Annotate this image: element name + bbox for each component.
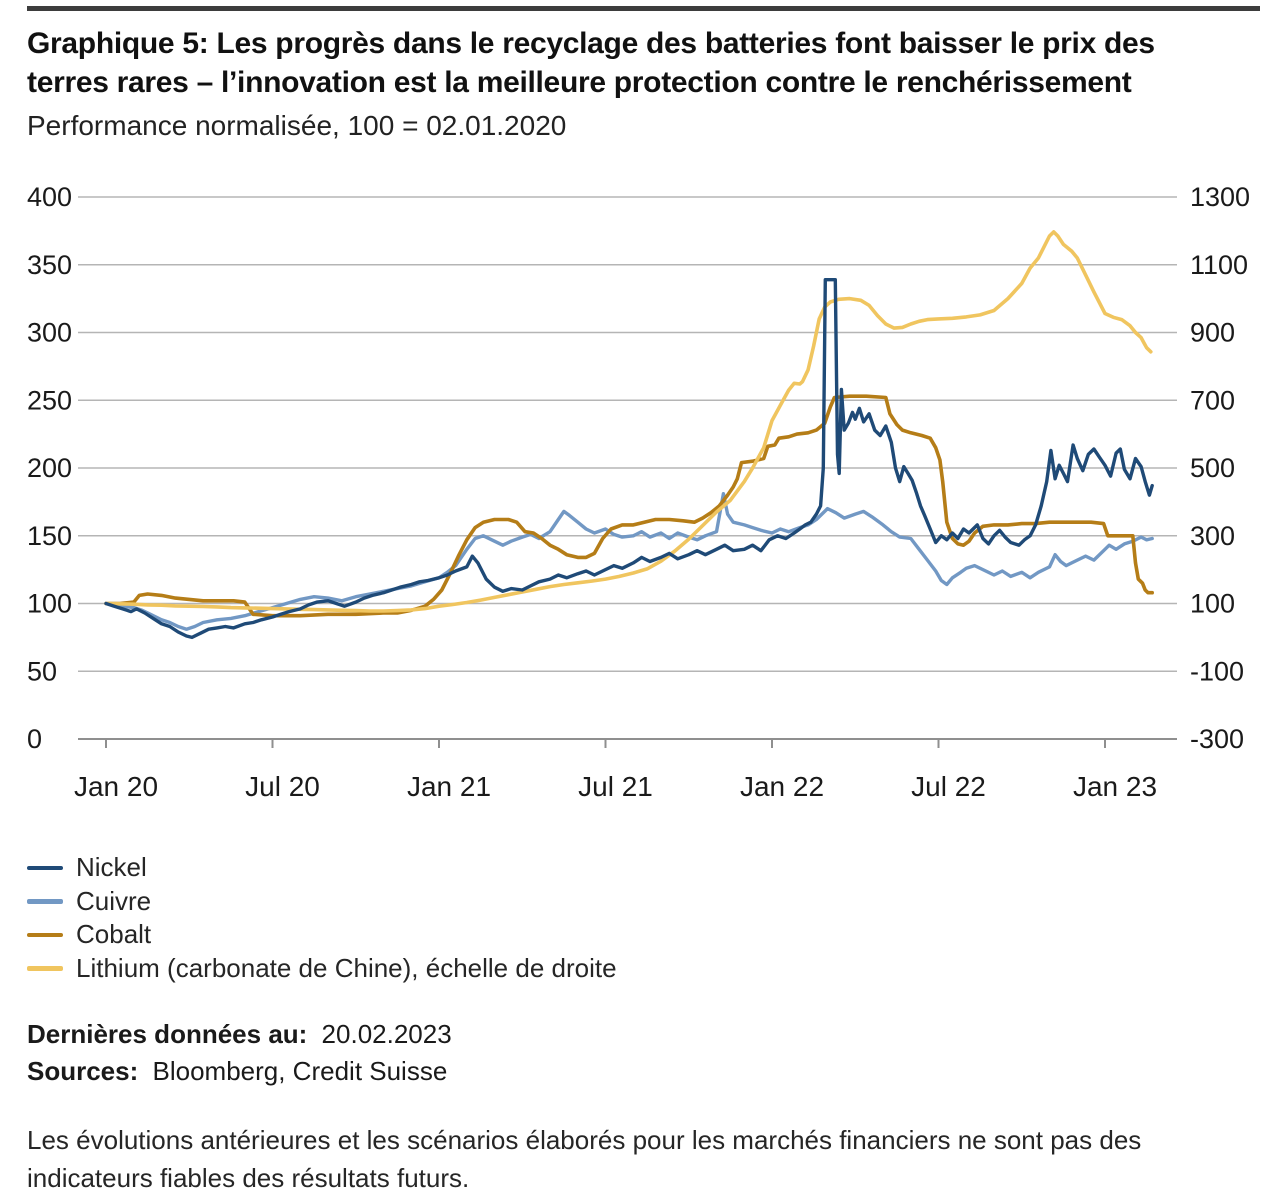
chart-subtitle: Performance normalisée, 100 = 02.01.2020 xyxy=(27,110,567,141)
right-axis-label: 300 xyxy=(1190,521,1235,551)
legend: Nickel Cuivre Cobalt Lithium (carbonate … xyxy=(27,851,617,985)
left-axis-label: 50 xyxy=(27,656,57,686)
right-axis-label: 500 xyxy=(1190,453,1235,483)
top-rule xyxy=(27,6,1260,11)
cobalt-line-swatch-icon xyxy=(27,932,63,937)
last-data-label: Dernières données au: xyxy=(27,1019,308,1049)
right-axis-label: 100 xyxy=(1190,589,1235,619)
x-axis-label: Jan 21 xyxy=(407,771,491,802)
lithium-line-swatch-icon xyxy=(27,966,63,971)
legend-item-cobalt: Cobalt xyxy=(27,918,617,952)
legend-label-cuivre: Cuivre xyxy=(76,885,152,916)
legend-item-lithium: Lithium (carbonate de Chine), échelle de… xyxy=(27,952,617,986)
last-data-value: 20.02.2023 xyxy=(321,1019,452,1049)
right-axis-label: 700 xyxy=(1190,385,1235,415)
left-axis-label: 200 xyxy=(27,453,72,483)
x-axis-label: Jul 21 xyxy=(578,771,653,802)
title-block: Graphique 5: Les progrès dans le recycla… xyxy=(27,24,1267,143)
sources-value: Bloomberg, Credit Suisse xyxy=(152,1056,448,1086)
notes-block: Dernières données au: 20.02.2023 Sources… xyxy=(27,1016,452,1090)
right-axis-label: -100 xyxy=(1190,656,1244,686)
x-axis-label: Jan 23 xyxy=(1073,771,1157,802)
legend-label-lithium: Lithium (carbonate de Chine), échelle de… xyxy=(76,952,617,983)
legend-label-cobalt: Cobalt xyxy=(76,919,152,950)
x-axis-label: Jan 22 xyxy=(740,771,824,802)
right-axis-label: 1100 xyxy=(1190,250,1248,280)
series-line-lithium xyxy=(104,230,1153,613)
chart-title-line-2: terres rares – l’innovation est la meill… xyxy=(27,66,1132,99)
left-axis-label: 0 xyxy=(27,724,42,754)
sources-row: Sources: Bloomberg, Credit Suisse xyxy=(27,1053,452,1090)
series-line-cuivre xyxy=(104,492,1154,631)
left-axis-label: 400 xyxy=(27,182,72,212)
chart-title-line-1: Graphique 5: Les progrès dans le recycla… xyxy=(27,27,1155,60)
series-line-nickel xyxy=(104,278,1154,640)
legend-label-nickel: Nickel xyxy=(76,852,147,883)
legend-item-cuivre: Cuivre xyxy=(27,885,617,919)
x-axis-label: Jul 20 xyxy=(245,771,320,802)
sources-label: Sources: xyxy=(27,1056,139,1086)
disclaimer-text: Les évolutions antérieures et les scénar… xyxy=(27,1125,1142,1193)
left-axis-label: 350 xyxy=(27,250,72,280)
right-axis-label: 1300 xyxy=(1190,182,1250,212)
cuivre-line-swatch-icon xyxy=(27,899,63,904)
series-line-cobalt xyxy=(104,394,1154,618)
x-axis-label: Jan 20 xyxy=(74,771,158,802)
last-data-row: Dernières données au: 20.02.2023 xyxy=(27,1016,452,1053)
nickel-line-swatch-icon xyxy=(27,865,63,870)
line-chart: Jan 20 Jul 20 Jan 21 Jul 21 Jan 22 Jul 22 Jan … xyxy=(27,182,1250,802)
left-axis-label: 300 xyxy=(27,318,72,348)
x-axis-label: Jul 22 xyxy=(911,771,986,802)
left-axis-label: 100 xyxy=(27,589,72,619)
left-axis-label: 250 xyxy=(27,385,72,415)
right-axis-label: -300 xyxy=(1190,724,1244,754)
legend-item-nickel: Nickel xyxy=(27,851,617,885)
left-axis-label: 150 xyxy=(27,521,72,551)
right-axis-label: 900 xyxy=(1190,318,1235,348)
